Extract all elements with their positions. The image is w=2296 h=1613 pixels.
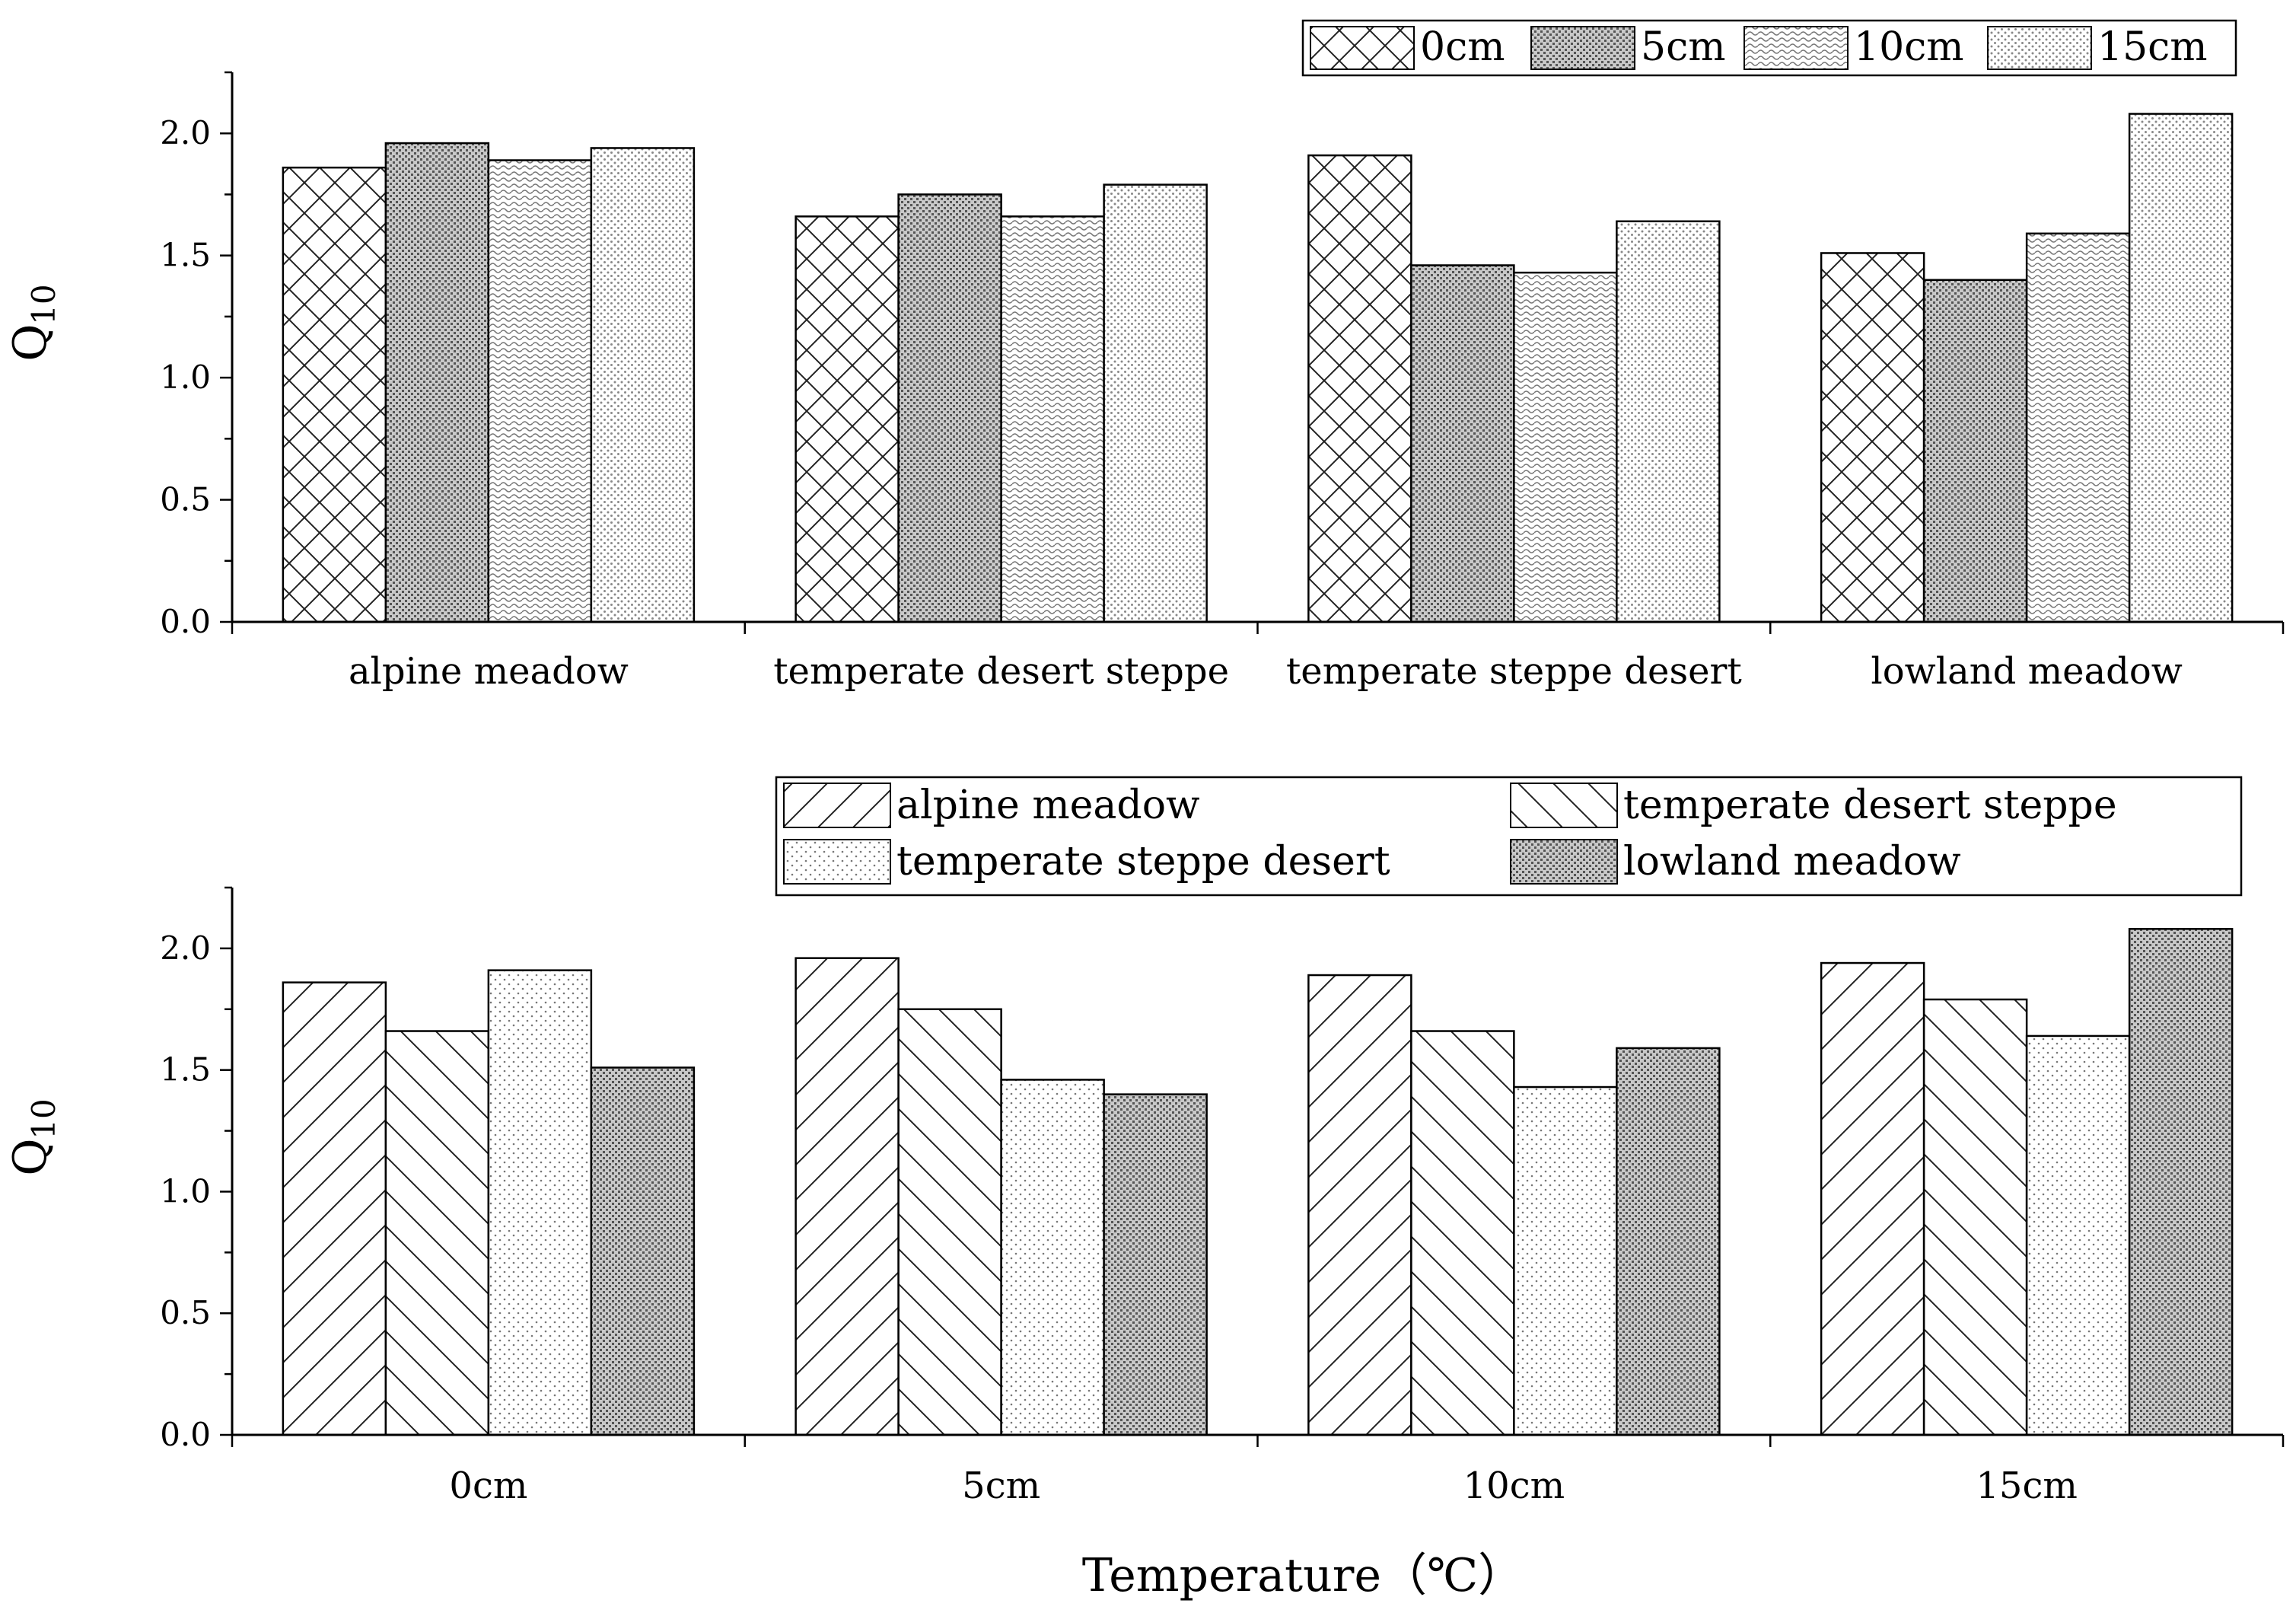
y-tick-label: 2.0 (160, 929, 211, 967)
bar-10cm-alpine-meadow (487, 159, 593, 623)
y-tick-label: 2.0 (160, 114, 211, 151)
y-tick-label: 1.0 (160, 359, 211, 396)
bar-0cm-temperate-steppe-desert (1307, 154, 1412, 623)
y-tick-label: 0.5 (160, 481, 211, 518)
bar-0cm-alpine-meadow (282, 166, 387, 623)
bar-10cm-temperate-desert-steppe (1000, 215, 1105, 623)
legend-label-temperate-steppe-desert: temperate steppe desert (896, 839, 1390, 885)
x-tick-label: 10cm (1463, 1465, 1565, 1507)
bar-5cm-lowland-meadow (1922, 279, 2028, 623)
bar-15cm-lowland-meadow (2128, 113, 2234, 623)
y-tick-label: 0.5 (160, 1294, 211, 1331)
bar-temperate-steppe-desert-0cm (487, 969, 593, 1436)
bar-10cm-temperate-steppe-desert (1513, 271, 1618, 623)
legend-swatch-5cm (1530, 26, 1635, 70)
y-tick-label: 1.5 (160, 1051, 211, 1089)
bar-temperate-desert-steppe-0cm (384, 1030, 490, 1436)
y-axis-title-subscript: 10 (25, 1098, 62, 1139)
top-bar-chart: 0.0 0.5 1.0 1.5 2.0 alpine meadow temperate de… (4, 19, 2285, 693)
bar-0cm-lowland-meadow (1820, 252, 1925, 623)
y-tick-label: 1.5 (160, 237, 211, 274)
x-tick-label: 5cm (962, 1465, 1040, 1507)
legend-swatch-lowland-meadow (1510, 839, 1618, 885)
bar-alpine-meadow-10cm (1307, 974, 1412, 1436)
bar-alpine-meadow-0cm (282, 981, 387, 1436)
bar-alpine-meadow-5cm (795, 957, 900, 1436)
bar-temperate-desert-steppe-5cm (897, 1008, 1002, 1436)
bottom-bar-chart: 0.0 0.5 1.0 1.5 2.0 0cm 5cm 10cm 15cm Q10 alpine m… (4, 776, 2285, 1602)
x-tick-label: alpine meadow (349, 650, 629, 693)
bar-temperate-steppe-desert-15cm (2025, 1034, 2131, 1436)
bar-lowland-meadow-5cm (1103, 1093, 1208, 1436)
bar-15cm-temperate-desert-steppe (1103, 183, 1208, 623)
bar-15cm-temperate-steppe-desert (1616, 220, 1721, 623)
x-tick-label: temperate desert steppe (773, 650, 1229, 693)
y-tick-label: 0.0 (160, 603, 211, 640)
y-tick-label: 1.0 (160, 1172, 211, 1210)
y-axis-title-subscript: 10 (25, 284, 62, 324)
x-tick-label: 0cm (449, 1465, 527, 1507)
x-tick-label: temperate steppe desert (1286, 650, 1742, 693)
legend-label-lowland-meadow: lowland meadow (1623, 839, 1961, 885)
bar-5cm-temperate-desert-steppe (897, 193, 1002, 623)
legend-swatch-temperate-steppe-desert (783, 839, 891, 885)
bar-10cm-lowland-meadow (2025, 232, 2131, 623)
bar-temperate-desert-steppe-10cm (1410, 1030, 1515, 1436)
bar-15cm-alpine-meadow (590, 147, 696, 623)
legend-swatch-temperate-desert-steppe (1510, 783, 1618, 828)
legend-label-temperate-desert-steppe: temperate desert steppe (1623, 783, 2117, 828)
bar-temperate-steppe-desert-10cm (1513, 1085, 1618, 1436)
x-axis-title: Temperature（℃） (1082, 1549, 1524, 1602)
bar-5cm-alpine-meadow (384, 142, 490, 623)
bar-temperate-steppe-desert-5cm (1000, 1079, 1105, 1436)
x-tick-label: lowland meadow (1871, 650, 2182, 693)
legend-label-10cm: 10cm (1854, 24, 1964, 70)
bar-alpine-meadow-15cm (1820, 961, 1925, 1436)
bar-5cm-temperate-steppe-desert (1410, 264, 1515, 623)
bar-temperate-desert-steppe-15cm (1922, 998, 2028, 1436)
bar-0cm-temperate-desert-steppe (795, 215, 900, 623)
legend-swatch-alpine-meadow (783, 783, 891, 828)
legend-swatch-15cm (1987, 26, 2092, 70)
legend-label-15cm: 15cm (2097, 24, 2208, 70)
legend-swatch-10cm (1743, 26, 1849, 70)
legend-label-5cm: 5cm (1641, 24, 1726, 70)
bar-lowland-meadow-10cm (1616, 1047, 1721, 1436)
legend-box (775, 776, 2243, 897)
legend-label-alpine-meadow: alpine meadow (896, 783, 1200, 828)
y-axis-title: Q (4, 324, 57, 361)
bar-lowland-meadow-15cm (2128, 928, 2234, 1436)
x-tick-label: 15cm (1976, 1465, 2077, 1507)
y-axis-title: Q (4, 1138, 57, 1175)
y-tick-label: 0.0 (160, 1416, 211, 1453)
legend-swatch-0cm (1310, 26, 1415, 70)
bar-lowland-meadow-0cm (590, 1066, 696, 1436)
legend-label-0cm: 0cm (1420, 24, 1505, 70)
